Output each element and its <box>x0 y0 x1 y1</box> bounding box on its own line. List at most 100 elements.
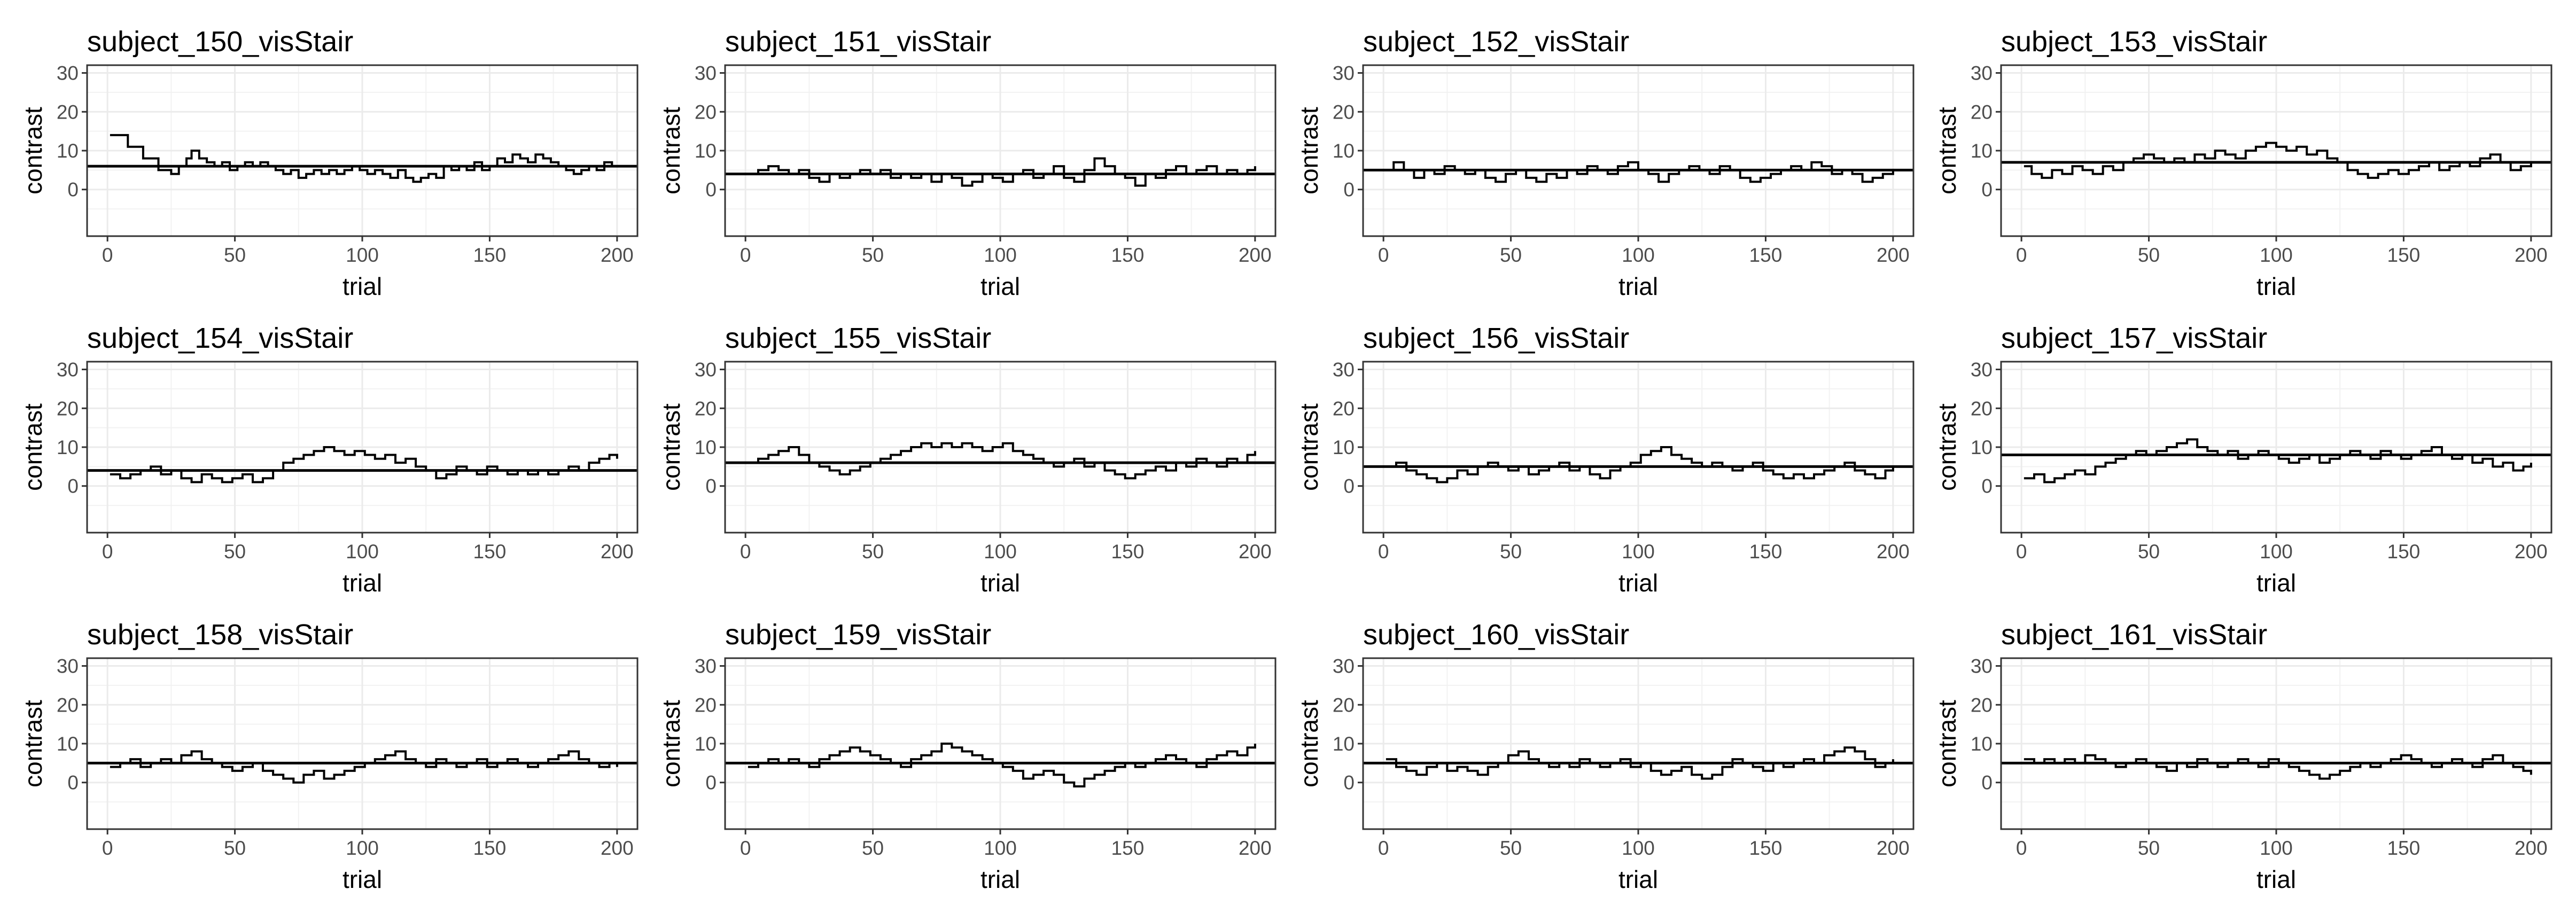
x-tick-label: 150 <box>1111 837 1145 859</box>
y-tick-label: 0 <box>1981 179 1993 201</box>
y-tick-label: 0 <box>1981 772 1993 794</box>
y-axis-title: contrast <box>1933 107 1961 194</box>
y-tick-label: 10 <box>695 436 717 458</box>
y-tick-label: 0 <box>705 475 717 497</box>
y-tick-label: 0 <box>1343 772 1355 794</box>
x-axis-title: trial <box>980 272 1020 300</box>
x-tick-label: 150 <box>1749 837 1783 859</box>
x-tick-label: 100 <box>346 837 379 859</box>
x-axis-title: trial <box>2256 569 2296 597</box>
y-tick-label: 30 <box>695 656 717 677</box>
y-tick-label: 10 <box>1333 733 1355 755</box>
facet-panel: 0 50 100 150 200 0 10 20 30 subject_157_visStairt… <box>1933 322 2552 597</box>
panel-title: subject_158_visStair <box>87 619 353 651</box>
x-axis-title: trial <box>2256 272 2296 300</box>
y-tick-label: 10 <box>695 733 717 755</box>
y-axis-title: contrast <box>1933 700 1961 787</box>
facet-panel: 0 50 100 150 200 0 10 20 30 subject_153_visStairt… <box>1933 26 2552 300</box>
x-tick-label: 100 <box>984 244 1017 266</box>
y-tick-label: 20 <box>57 101 79 123</box>
x-tick-label: 0 <box>2016 837 2027 859</box>
y-tick-label: 20 <box>695 694 717 716</box>
x-tick-label: 100 <box>2260 244 2293 266</box>
y-tick-label: 20 <box>1971 694 1993 716</box>
x-tick-label: 50 <box>862 244 884 266</box>
x-tick-label: 0 <box>740 541 751 563</box>
facet-panel: 0 50 100 150 200 0 10 20 30 subject_160_visStairt… <box>1295 619 1915 893</box>
y-tick-label: 10 <box>1333 436 1355 458</box>
y-tick-label: 0 <box>705 772 717 794</box>
y-axis-title: contrast <box>657 700 685 787</box>
x-tick-label: 100 <box>1622 541 1655 563</box>
y-axis-title: contrast <box>1295 107 1323 194</box>
y-tick-label: 20 <box>695 397 717 419</box>
x-tick-label: 0 <box>2016 244 2027 266</box>
x-tick-label: 0 <box>2016 541 2027 563</box>
staircase-line <box>2024 142 2532 179</box>
staircase-line <box>748 743 1256 787</box>
y-tick-label: 30 <box>695 63 717 84</box>
x-tick-label: 100 <box>1622 837 1655 859</box>
panel-title: subject_156_visStair <box>1363 322 1629 354</box>
y-tick-label: 10 <box>57 436 79 458</box>
y-tick-label: 30 <box>57 63 79 84</box>
y-tick-label: 20 <box>1971 397 1993 419</box>
x-tick-label: 50 <box>1500 244 1522 266</box>
y-axis-title: contrast <box>657 107 685 194</box>
x-tick-label: 0 <box>1378 244 1389 266</box>
x-tick-label: 200 <box>1877 837 1910 859</box>
x-tick-label: 150 <box>1749 541 1783 563</box>
panel-title: subject_152_visStair <box>1363 26 1629 58</box>
x-tick-label: 0 <box>740 837 751 859</box>
y-tick-label: 20 <box>1333 101 1355 123</box>
facet-panel: 0 50 100 150 200 0 10 20 30 subject_159_visStairt… <box>657 619 1277 893</box>
y-axis-title: contrast <box>657 403 685 491</box>
x-axis-title: trial <box>343 865 382 893</box>
x-axis-title: trial <box>1618 865 1658 893</box>
y-tick-label: 30 <box>1333 359 1355 381</box>
y-tick-label: 20 <box>57 397 79 419</box>
x-tick-label: 0 <box>740 244 751 266</box>
x-tick-label: 150 <box>2387 244 2421 266</box>
y-tick-label: 30 <box>57 359 79 381</box>
x-tick-label: 200 <box>601 541 634 563</box>
x-tick-label: 50 <box>2138 541 2160 563</box>
facet-panel: 0 50 100 150 200 0 10 20 30 subject_156_visStairt… <box>1295 322 1915 597</box>
x-tick-label: 50 <box>2138 837 2160 859</box>
y-tick-label: 30 <box>1333 63 1355 84</box>
y-tick-label: 30 <box>1971 63 1993 84</box>
y-tick-label: 0 <box>1343 179 1355 201</box>
y-tick-label: 0 <box>705 179 717 201</box>
x-tick-label: 0 <box>102 541 113 563</box>
x-tick-label: 200 <box>1239 837 1272 859</box>
y-tick-label: 20 <box>57 694 79 716</box>
y-tick-label: 10 <box>695 140 717 162</box>
y-tick-label: 10 <box>1971 733 1993 755</box>
y-tick-label: 30 <box>1971 359 1993 381</box>
facet-panel: 0 50 100 150 200 0 10 20 30 subject_161_visStairt… <box>1933 619 2552 893</box>
x-tick-label: 200 <box>601 244 634 266</box>
x-axis-title: trial <box>980 569 1020 597</box>
y-tick-label: 30 <box>1971 656 1993 677</box>
x-tick-label: 100 <box>1622 244 1655 266</box>
panel-title: subject_157_visStair <box>2001 322 2267 354</box>
x-tick-label: 150 <box>1749 244 1783 266</box>
x-tick-label: 200 <box>1877 541 1910 563</box>
x-tick-label: 0 <box>1378 541 1389 563</box>
facet-panel: 0 50 100 150 200 0 10 20 30 subject_150_visStairt… <box>19 26 639 300</box>
y-tick-label: 30 <box>1333 656 1355 677</box>
x-tick-label: 200 <box>2515 541 2548 563</box>
x-axis-title: trial <box>2256 865 2296 893</box>
y-tick-label: 10 <box>1971 436 1993 458</box>
x-axis-title: trial <box>1618 272 1658 300</box>
x-tick-label: 150 <box>2387 837 2421 859</box>
facet-panel: 0 50 100 150 200 0 10 20 30 subject_158_visStairt… <box>19 619 639 893</box>
y-tick-label: 10 <box>1333 140 1355 162</box>
y-tick-label: 30 <box>57 656 79 677</box>
y-tick-label: 10 <box>57 733 79 755</box>
y-tick-label: 10 <box>1971 140 1993 162</box>
x-tick-label: 100 <box>346 244 379 266</box>
y-tick-label: 10 <box>57 140 79 162</box>
panel-title: subject_154_visStair <box>87 322 353 354</box>
